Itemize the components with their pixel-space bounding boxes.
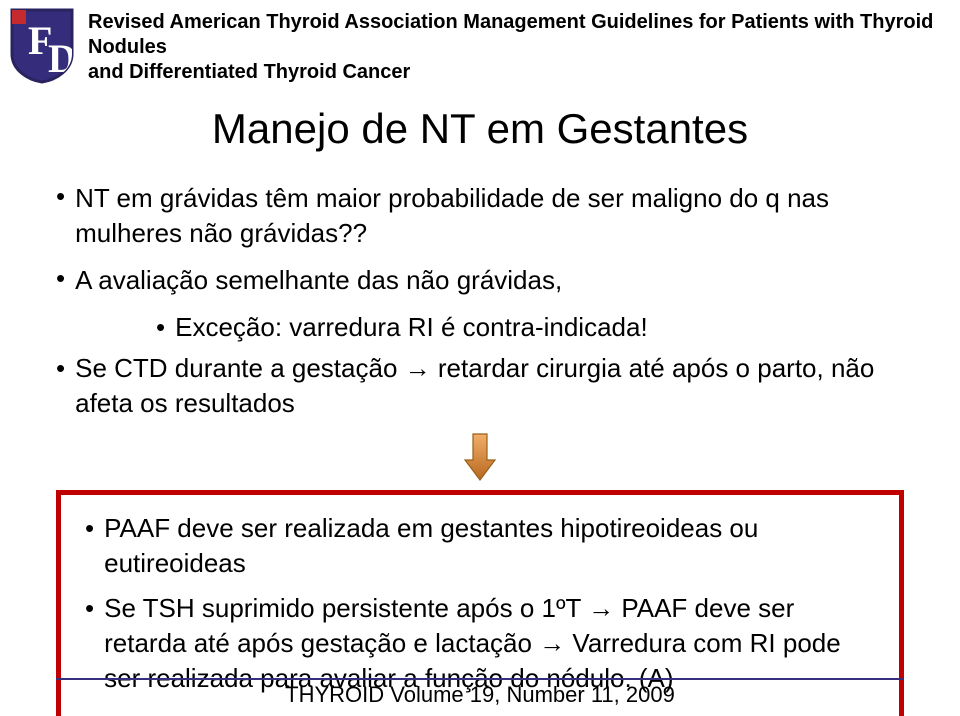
bullet-1: • NT em grávidas têm maior probabilidade…: [56, 181, 904, 251]
bullet-dot-icon: •: [56, 181, 65, 251]
header-text: Revised American Thyroid Association Man…: [88, 6, 960, 85]
bullet-dot-icon: •: [85, 511, 94, 581]
institution-logo-icon: F D: [8, 6, 76, 84]
box-b1-line1: PAAF deve ser realizada em gestantes hip…: [104, 513, 758, 543]
body-content: • NT em grávidas têm maior probabilidade…: [0, 181, 960, 422]
bullet-dot-icon: •: [56, 263, 65, 298]
sub-bullet-2-text: Exceção: varredura RI é contra-indicada!: [175, 310, 648, 345]
bullet-2-text: A avaliação semelhante das não grávidas,: [75, 263, 562, 298]
footer: THYROID Volume 19, Number 11, 2009: [0, 678, 960, 708]
header-row: F D Revised American Thyroid Association…: [0, 0, 960, 85]
bullet-1-line1: NT em grávidas têm maior probabilidade d…: [75, 183, 829, 213]
box-b2-line2: retarda até após gestação e lactação → V…: [104, 628, 841, 658]
bullet-dot-icon: •: [56, 351, 65, 421]
box-b1-line2: eutireoideas: [104, 548, 246, 578]
box-bullet-1: • PAAF deve ser realizada em gestantes h…: [85, 511, 875, 581]
down-arrow-icon: [0, 432, 960, 482]
bullet-1-line2: mulheres não grávidas??: [75, 218, 367, 248]
bullet-3: • Se CTD durante a gestação → retardar c…: [56, 351, 904, 421]
sub-bullet-2: • Exceção: varredura RI é contra-indicad…: [156, 310, 904, 345]
header-line1: Revised American Thyroid Association Man…: [88, 11, 933, 58]
bullet-3-line2: afeta os resultados: [75, 388, 295, 418]
bullet-dot-icon: •: [156, 310, 165, 345]
header-line2: and Differentiated Thyroid Cancer: [88, 61, 410, 83]
footer-rule: [56, 678, 904, 680]
bullet-2: • A avaliação semelhante das não grávida…: [56, 263, 904, 298]
slide-title: Manejo de NT em Gestantes: [0, 105, 960, 153]
bullet-3-line1: Se CTD durante a gestação → retardar cir…: [75, 353, 874, 383]
footer-text: THYROID Volume 19, Number 11, 2009: [285, 682, 675, 707]
box-b2-line1: Se TSH suprimido persistente após o 1ºT …: [104, 593, 794, 623]
